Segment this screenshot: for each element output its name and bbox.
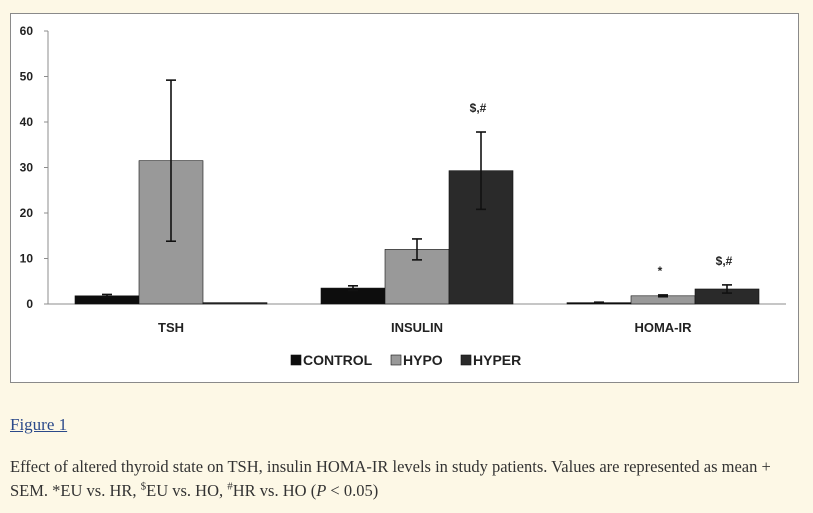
caption-text-1: Effect of altered thyroid state on TSH, …: [10, 457, 771, 500]
figure-caption: Effect of altered thyroid state on TSH, …: [10, 455, 800, 503]
chart-bars: [74, 160, 760, 305]
y-tick-label: 40: [20, 115, 34, 129]
y-tick-label: 10: [20, 252, 34, 266]
chart-legend: CONTROL HYPO HYPER: [290, 352, 521, 368]
legend-swatch-hypo: [390, 354, 402, 366]
y-tick-label: 60: [20, 24, 34, 38]
y-tick-label: 50: [20, 70, 34, 84]
category-label-homa-ir: HOMA-IR: [634, 320, 692, 335]
category-label-tsh: TSH: [158, 320, 184, 335]
legend-label-hypo: HYPO: [403, 352, 443, 368]
significance-marker: $,#: [470, 101, 487, 115]
y-tick-label: 0: [26, 297, 33, 311]
chart-error-bars: [102, 79, 732, 304]
caption-sup-2: #: [227, 480, 233, 493]
legend-label-hyper: HYPER: [473, 352, 521, 368]
bar-tsh-hyper: [202, 302, 268, 305]
chart-category-labels: TSH INSULIN HOMA-IR: [158, 320, 692, 335]
figure-link[interactable]: Figure 1: [10, 415, 68, 434]
legend-swatch-control: [290, 354, 302, 366]
legend-swatch-hyper: [460, 354, 472, 366]
caption-sup-1: $: [140, 480, 147, 493]
chart-container: 0 10 20 30 40 50 60 $,# * $,# TSH INSULIN HOMA-IR …: [10, 13, 799, 383]
chart-annotations: $,# * $,#: [470, 101, 733, 278]
significance-marker: *: [658, 264, 663, 278]
caption-text-2: EU vs. HO,: [146, 481, 228, 500]
caption-p-variable: P: [316, 481, 327, 500]
caption-text-3: HR vs. HO (: [232, 481, 317, 500]
category-label-insulin: INSULIN: [391, 320, 443, 335]
caption-text-4: < 0.05): [326, 481, 379, 500]
y-tick-label: 20: [20, 206, 34, 220]
legend-label-control: CONTROL: [303, 352, 373, 368]
y-tick-label: 30: [20, 161, 34, 175]
significance-marker: $,#: [716, 254, 733, 268]
